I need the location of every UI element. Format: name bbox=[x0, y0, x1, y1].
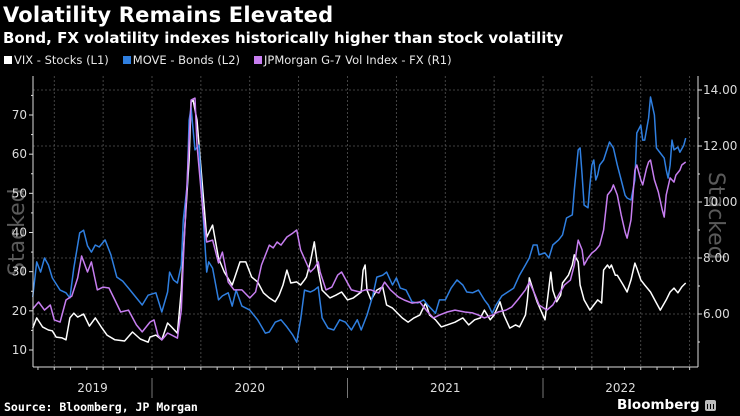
series-line-vix bbox=[32, 99, 687, 343]
x-tick-label: 2020 bbox=[234, 381, 265, 395]
bloomberg-logo-icon bbox=[704, 399, 716, 411]
right-tick-label: 12.00 bbox=[703, 139, 737, 153]
brand-name: Bloomberg bbox=[617, 397, 700, 413]
left-tick-label: 40 bbox=[12, 226, 27, 240]
legend-swatch-move bbox=[122, 56, 131, 64]
left-tick-label: 50 bbox=[12, 186, 27, 200]
left-tick-label: 20 bbox=[12, 304, 27, 318]
left-axis-watermark: Stacked bbox=[5, 188, 30, 276]
x-tick-label: 2022 bbox=[605, 381, 636, 395]
x-tick-label: 2021 bbox=[430, 381, 461, 395]
legend-item-fx[interactable]: JPMorgan G-7 Vol Index - FX (R1) bbox=[254, 53, 452, 67]
series-line-fx bbox=[32, 97, 687, 341]
series-lines bbox=[31, 96, 687, 343]
legend-swatch-fx bbox=[254, 56, 263, 64]
right-tick-label: 6.00 bbox=[703, 307, 730, 321]
series-line-move bbox=[31, 96, 687, 343]
right-tick-label: 8.00 bbox=[703, 251, 730, 265]
brand: Bloomberg bbox=[617, 397, 716, 413]
right-axis-watermark: Stacked bbox=[703, 172, 728, 260]
right-tick-label: 14.00 bbox=[703, 83, 737, 97]
x-tick-label: 2019 bbox=[77, 381, 108, 395]
source-note: Source: Bloomberg, JP Morgan bbox=[4, 400, 198, 414]
legend-label-move: MOVE - Bonds (L2) bbox=[132, 53, 241, 67]
legend-label-vix: VIX - Stocks (L1) bbox=[14, 53, 109, 67]
right-tick-label: 10.00 bbox=[703, 195, 737, 209]
legend-item-vix[interactable]: VIX - Stocks (L1) bbox=[4, 53, 109, 67]
left-tick-label: 30 bbox=[12, 265, 27, 279]
legend-item-move[interactable]: MOVE - Bonds (L2) bbox=[122, 53, 241, 67]
chart-subtitle: Bond, FX volatility indexes historically… bbox=[3, 29, 564, 47]
legend-label-fx: JPMorgan G-7 Vol Index - FX (R1) bbox=[264, 53, 452, 67]
axes bbox=[29, 76, 702, 398]
left-tick-label: 60 bbox=[12, 147, 27, 161]
left-tick-label: 10 bbox=[12, 343, 27, 357]
chart-title: Volatility Remains Elevated bbox=[3, 3, 334, 27]
gridlines bbox=[33, 76, 698, 367]
tick-labels: 10 20 30 40 50 60 70 6.00 8.00 10.00 12.00 14.00 201… bbox=[12, 83, 738, 395]
left-tick-label: 70 bbox=[12, 108, 27, 122]
legend-swatch-vix bbox=[4, 56, 12, 64]
legend: VIX - Stocks (L1) MOVE - Bonds (L2) JPMo… bbox=[4, 53, 452, 67]
